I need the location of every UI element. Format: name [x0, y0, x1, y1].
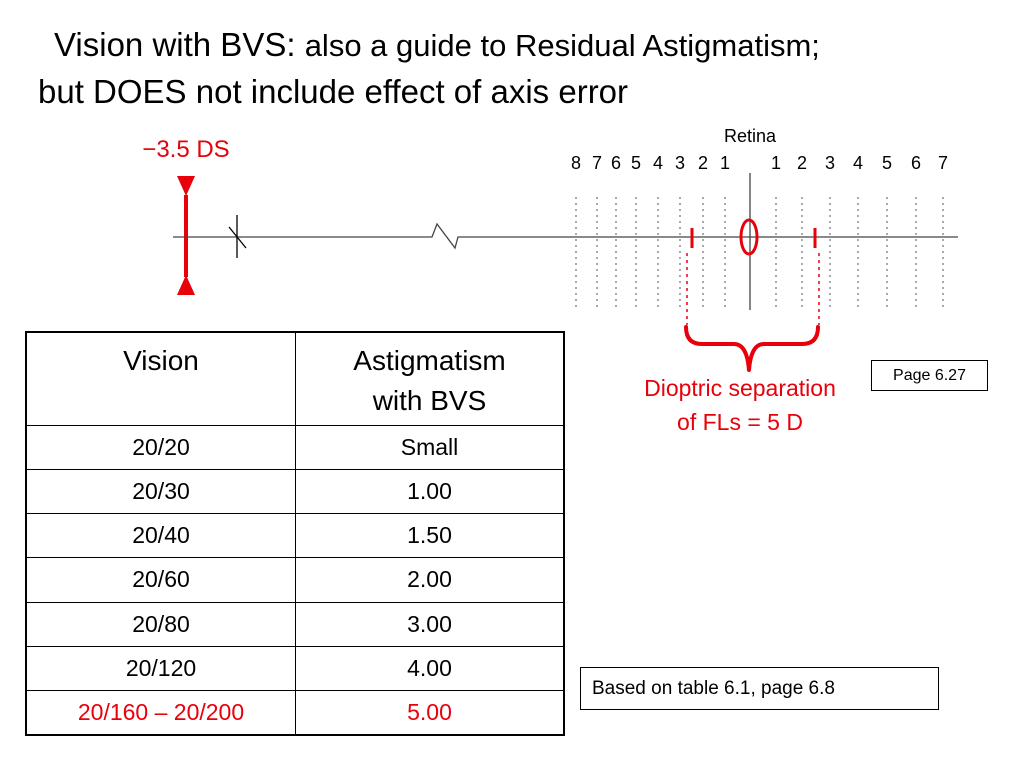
tick-right-1: 1 — [771, 153, 781, 173]
table-row: 20/30 1.00 — [25, 468, 565, 515]
tick-left-1: 1 — [720, 153, 730, 173]
lens-top-arrow — [177, 176, 195, 196]
title-main: Vision with BVS: — [54, 26, 296, 63]
tick-right-4: 4 — [853, 153, 863, 173]
table-row: 20/40 1.50 — [25, 513, 565, 559]
table-row: 20/120 4.00 — [25, 645, 565, 692]
table-row-highlighted: 20/160 – 20/200 5.00 — [25, 690, 565, 736]
tick-left-2: 2 — [698, 153, 708, 173]
tick-numbers: 8 7 6 5 4 3 2 1 1 2 3 4 5 6 7 — [571, 153, 948, 173]
tick-left-6: 6 — [611, 153, 621, 173]
lens-marker — [228, 215, 247, 258]
cell-astigmatism: 1.00 — [295, 468, 565, 515]
cell-vision: 20/160 – 20/200 — [25, 690, 296, 736]
lens-label: −3.5 DS — [142, 136, 229, 163]
separation-brace — [684, 325, 820, 372]
title-line-2: but DOES not include effect of axis erro… — [38, 73, 629, 110]
cell-astigmatism: Small — [295, 424, 565, 470]
cell-astigmatism: 3.00 — [295, 601, 565, 647]
tick-left-3: 3 — [675, 153, 685, 173]
page-reference-box: Page 6.27 — [871, 360, 988, 391]
table-row: 20/60 2.00 — [25, 557, 565, 603]
cell-vision: 20/30 — [25, 468, 296, 515]
cell-astigmatism: 1.50 — [295, 513, 565, 559]
table-header-row: Vision Astigmatism with BVS — [25, 331, 565, 426]
page-title: Vision with BVS: also a guide to Residua… — [38, 22, 998, 115]
tick-left-5: 5 — [631, 153, 641, 173]
title-line-1: Vision with BVS: also a guide to Residua… — [38, 22, 998, 69]
tick-left-7: 7 — [592, 153, 602, 173]
cell-astigmatism: 4.00 — [295, 645, 565, 692]
tick-left-8: 8 — [571, 153, 581, 173]
cell-vision: 20/120 — [25, 645, 296, 692]
header-astigmatism-line-1: Astigmatism — [353, 345, 506, 376]
tick-right-6: 6 — [911, 153, 921, 173]
concave-lens — [177, 176, 195, 295]
table-row: 20/20 Small — [25, 424, 565, 470]
cell-vision: 20/60 — [25, 557, 296, 603]
cell-astigmatism: 2.00 — [295, 557, 565, 603]
separation-label-line-2: of FLs = 5 D — [677, 409, 803, 435]
source-footnote-box: Based on table 6.1, page 6.8 — [580, 667, 939, 710]
dioptric-lines — [575, 197, 944, 308]
circle-of-least-confusion — [739, 218, 759, 256]
tick-left-4: 4 — [653, 153, 663, 173]
table-row: 20/80 3.00 — [25, 601, 565, 647]
vision-astigmatism-table: Vision Astigmatism with BVS 20/20 Small 2… — [25, 331, 565, 736]
cell-vision: 20/20 — [25, 424, 296, 470]
cell-astigmatism: 5.00 — [295, 690, 565, 736]
header-vision: Vision — [25, 331, 296, 426]
retina-label: Retina — [724, 126, 777, 146]
title-sub: also a guide to Residual Astigmatism; — [304, 28, 820, 63]
tick-right-7: 7 — [938, 153, 948, 173]
tick-right-5: 5 — [882, 153, 892, 173]
header-astigmatism: Astigmatism with BVS — [295, 331, 565, 426]
lens-bottom-arrow — [177, 275, 195, 295]
cell-vision: 20/80 — [25, 601, 296, 647]
tick-right-2: 2 — [797, 153, 807, 173]
separation-label-line-1: Dioptric separation — [644, 375, 836, 401]
optical-axis — [173, 222, 958, 250]
cell-vision: 20/40 — [25, 513, 296, 559]
header-astigmatism-line-2: with BVS — [372, 385, 487, 416]
tick-right-3: 3 — [825, 153, 835, 173]
